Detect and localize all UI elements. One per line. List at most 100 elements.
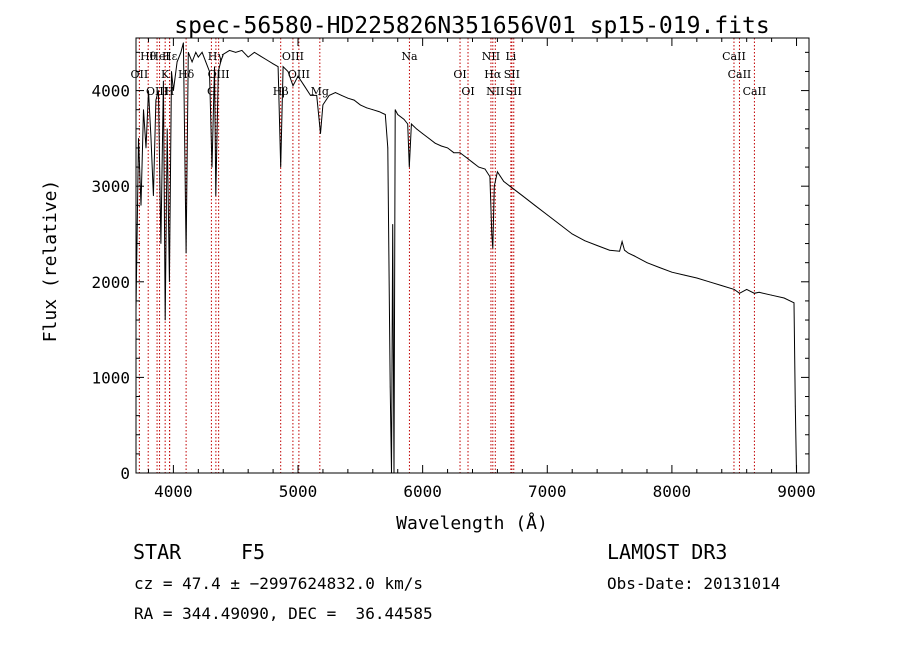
line-label-3: HeI bbox=[149, 50, 169, 63]
x-tick-label: 6000 bbox=[403, 482, 442, 501]
data-point bbox=[793, 302, 795, 304]
data-point bbox=[191, 61, 193, 63]
data-point bbox=[172, 90, 174, 91]
line-label-11: Hβ bbox=[273, 85, 289, 98]
data-point bbox=[201, 51, 203, 53]
data-point bbox=[166, 128, 168, 130]
data-point bbox=[624, 249, 625, 251]
data-point bbox=[447, 147, 448, 149]
data-point bbox=[521, 195, 523, 197]
data-point bbox=[335, 92, 336, 93]
data-point bbox=[158, 90, 159, 91]
emission-line-labels: HθOIIOIIIHeIKHHεHδGHγOIIIHβOIIIOIIIMgNaO… bbox=[131, 50, 767, 98]
data-point bbox=[215, 195, 217, 197]
data-point bbox=[222, 53, 224, 55]
data-point bbox=[320, 133, 321, 135]
data-point bbox=[771, 294, 773, 296]
obs-date: Obs-Date: 20131014 bbox=[607, 574, 781, 593]
data-point bbox=[559, 224, 561, 225]
emission-line-markers bbox=[138, 38, 755, 473]
x-tick-label: 9000 bbox=[777, 482, 816, 501]
data-point bbox=[546, 214, 548, 216]
data-point bbox=[627, 252, 629, 254]
data-point bbox=[434, 142, 436, 144]
data-point bbox=[465, 157, 467, 158]
data-point bbox=[484, 168, 486, 170]
data-point bbox=[303, 85, 305, 87]
data-point bbox=[163, 80, 164, 82]
data-point bbox=[783, 297, 785, 299]
data-point bbox=[746, 289, 748, 290]
data-point bbox=[407, 123, 409, 125]
line-label-17: OI bbox=[461, 85, 474, 98]
data-point bbox=[164, 319, 166, 321]
data-point bbox=[422, 133, 424, 135]
data-point bbox=[459, 152, 461, 154]
line-label-4: K bbox=[161, 68, 170, 81]
data-point bbox=[280, 166, 282, 168]
line-label-13: OIII bbox=[288, 68, 310, 81]
data-point bbox=[497, 171, 498, 173]
data-point bbox=[272, 63, 274, 65]
data-point bbox=[220, 61, 222, 63]
line-label-23: SII bbox=[506, 85, 522, 98]
data-point bbox=[621, 241, 623, 243]
data-point bbox=[148, 90, 149, 91]
data-point bbox=[160, 243, 162, 244]
data-point bbox=[584, 240, 586, 242]
data-point bbox=[211, 166, 213, 168]
data-point bbox=[187, 51, 189, 53]
data-point bbox=[359, 104, 361, 106]
line-label-1: OII bbox=[131, 68, 149, 81]
line-label-22: SII bbox=[504, 68, 520, 81]
data-point bbox=[733, 289, 735, 290]
x-axis-ticks: 4000 5000 6000 7000 8000 9000 bbox=[147, 38, 816, 501]
data-point bbox=[282, 66, 284, 68]
data-point bbox=[235, 51, 237, 53]
plot-frame bbox=[135, 37, 810, 474]
data-point bbox=[384, 114, 386, 115]
survey-name: LAMOST DR3 bbox=[607, 540, 728, 564]
line-label-12: OIII bbox=[282, 50, 304, 63]
data-point bbox=[571, 233, 573, 235]
data-point bbox=[696, 277, 698, 279]
y-tick-label: 0 bbox=[120, 464, 130, 483]
data-point bbox=[509, 185, 511, 187]
data-point bbox=[217, 71, 219, 72]
data-point bbox=[609, 249, 610, 251]
data-point bbox=[292, 85, 294, 87]
line-label-25: CaII bbox=[728, 68, 752, 81]
data-point bbox=[493, 185, 495, 187]
data-point bbox=[214, 66, 215, 68]
data-point bbox=[171, 71, 172, 72]
line-label-21: Li bbox=[505, 50, 516, 63]
data-point bbox=[229, 50, 230, 51]
data-point bbox=[150, 137, 152, 139]
data-point bbox=[440, 145, 442, 147]
line-label-7: Hδ bbox=[178, 68, 195, 81]
chart-title: spec-56580-HD225826N351656V01_sp15-019.f… bbox=[174, 13, 769, 39]
data-point bbox=[708, 281, 710, 283]
data-point bbox=[138, 137, 139, 139]
line-label-5: H bbox=[165, 85, 175, 98]
data-point bbox=[341, 94, 343, 96]
data-point bbox=[491, 233, 493, 235]
data-point bbox=[411, 123, 412, 125]
data-point bbox=[683, 274, 685, 276]
data-point bbox=[428, 137, 430, 139]
series-spectrum bbox=[135, 42, 797, 474]
data-point bbox=[169, 281, 170, 283]
data-point bbox=[387, 147, 389, 149]
y-tick-label: 1000 bbox=[91, 368, 130, 387]
data-point bbox=[634, 255, 635, 257]
data-point bbox=[310, 94, 311, 96]
x-axis-label: Wavelength (Å) bbox=[396, 512, 548, 534]
line-label-16: OI bbox=[453, 68, 466, 81]
data-point bbox=[297, 75, 299, 77]
line-label-14: Mg bbox=[311, 85, 329, 98]
data-point bbox=[416, 128, 417, 130]
data-point bbox=[140, 204, 142, 206]
data-point bbox=[659, 267, 660, 268]
line-label-9: Hγ bbox=[208, 50, 225, 63]
